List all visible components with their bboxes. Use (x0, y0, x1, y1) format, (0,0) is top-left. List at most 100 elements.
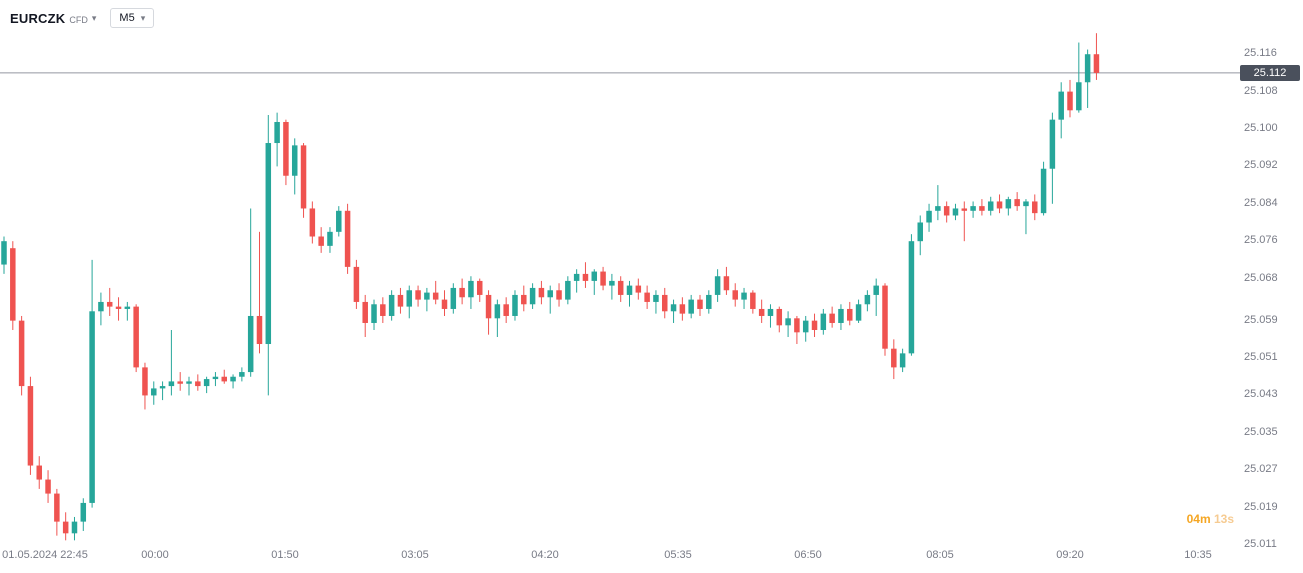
price-tick-label: 25.100 (1244, 122, 1278, 134)
candle-body (80, 502, 87, 522)
candle-body (239, 372, 245, 377)
candle-body (829, 313, 835, 323)
candle-body (256, 315, 263, 345)
candle-body (600, 271, 606, 286)
candle-body (750, 292, 756, 309)
candle-body (1, 241, 7, 265)
candle-body (644, 292, 650, 302)
last-price-badge: 25.112 (1240, 64, 1300, 81)
time-tick-label: 04:20 (531, 549, 559, 561)
instrument-type-label: CFD (69, 14, 88, 25)
candle-body (855, 304, 862, 321)
candle-body (327, 231, 333, 246)
candle-body (503, 304, 509, 316)
candle-body (362, 301, 368, 323)
candle-body (547, 290, 553, 298)
price-tick-label: 25.019 (1244, 500, 1278, 513)
candle-body (151, 388, 157, 396)
timeframe-selector[interactable]: M5 ▾ (110, 8, 155, 28)
candle-body (1058, 91, 1064, 120)
candle-body (1093, 54, 1100, 73)
chart-header: EURCZK CFD ▾ M5 ▾ (10, 8, 155, 28)
candle-body (556, 290, 562, 300)
candle-body (961, 208, 968, 211)
candle-body (591, 271, 598, 281)
price-tick-label: 25.011 (1244, 538, 1277, 550)
candle-body (873, 285, 879, 295)
candle-body (573, 273, 580, 281)
candle-body (388, 294, 395, 316)
candle-body (679, 304, 686, 314)
time-tick-label: 05:35 (664, 549, 692, 561)
candle-body (27, 386, 34, 466)
candle-body (98, 301, 104, 312)
candle-body (917, 222, 923, 242)
candle-body (177, 381, 183, 384)
countdown-seconds: 13s (1213, 512, 1234, 526)
candle-body (864, 294, 871, 305)
candle-body (723, 276, 730, 291)
time-axis[interactable]: 01.05.2024 22:45 00:00 01:50 03:05 04:20 05:3… (0, 545, 1240, 573)
candle-body (380, 304, 386, 316)
candle-body (415, 290, 421, 300)
candle-body (662, 294, 668, 312)
time-tick-label: 10:35 (1184, 549, 1212, 561)
candle-body (891, 348, 897, 368)
candle-body (688, 299, 694, 314)
candle-body (926, 210, 932, 223)
candle-body (450, 287, 457, 309)
candle-body (336, 210, 342, 232)
candle-body (987, 201, 994, 211)
candle-body (459, 287, 465, 298)
candle-body (996, 201, 1003, 209)
candle-body (1005, 199, 1012, 209)
candle-body (758, 308, 765, 316)
candle-body (697, 299, 703, 309)
candle-body (847, 308, 853, 321)
candle-body (300, 145, 307, 209)
candle-body (538, 287, 545, 298)
candle-body (283, 121, 289, 176)
candle-body (838, 308, 844, 323)
candle-body (203, 379, 210, 387)
candle-body (476, 280, 483, 295)
candle-body (89, 311, 95, 503)
price-tick-label: 25.116 (1244, 47, 1277, 60)
candle-body (935, 206, 941, 211)
candle-body (124, 306, 131, 309)
candle-close-countdown: 04m 13s (1187, 512, 1234, 526)
candle-body (397, 294, 404, 307)
price-tick-label: 25.043 (1244, 388, 1278, 401)
candle-body (794, 318, 800, 333)
price-tick-label: 25.027 (1244, 463, 1278, 476)
symbol-selector[interactable]: EURCZK CFD ▾ (10, 11, 96, 26)
candle-body (952, 208, 959, 216)
candle-body (371, 304, 377, 323)
chart-plot-area[interactable]: EURCZK CFD ▾ M5 ▾ 04m 13s (0, 0, 1240, 545)
candle-body (142, 367, 148, 396)
candle-body (1076, 82, 1082, 111)
candle-body (344, 210, 351, 267)
candle-body (1023, 201, 1029, 207)
candle-body (706, 294, 712, 309)
candle-body (617, 280, 624, 295)
candle-body (247, 315, 254, 373)
candlestick-canvas[interactable] (0, 0, 1240, 545)
candle-body (653, 294, 659, 302)
candle-body (309, 208, 316, 237)
candle-body (106, 301, 113, 307)
candle-body (785, 318, 791, 326)
time-tick-label: 09:20 (1056, 549, 1084, 561)
candle-body (943, 206, 950, 216)
candle-body (468, 280, 474, 298)
candle-body (626, 285, 633, 295)
candle-body (820, 313, 827, 330)
candle-body (1014, 199, 1020, 207)
candle-body (512, 294, 518, 316)
candle-body (529, 287, 536, 305)
price-axis[interactable]: 25.112 25.116 25.108 25.100 25.092 25.084 25.… (1240, 0, 1303, 573)
candle-body (10, 248, 16, 321)
time-tick-label: 00:00 (141, 549, 169, 561)
candle-body (979, 206, 985, 211)
